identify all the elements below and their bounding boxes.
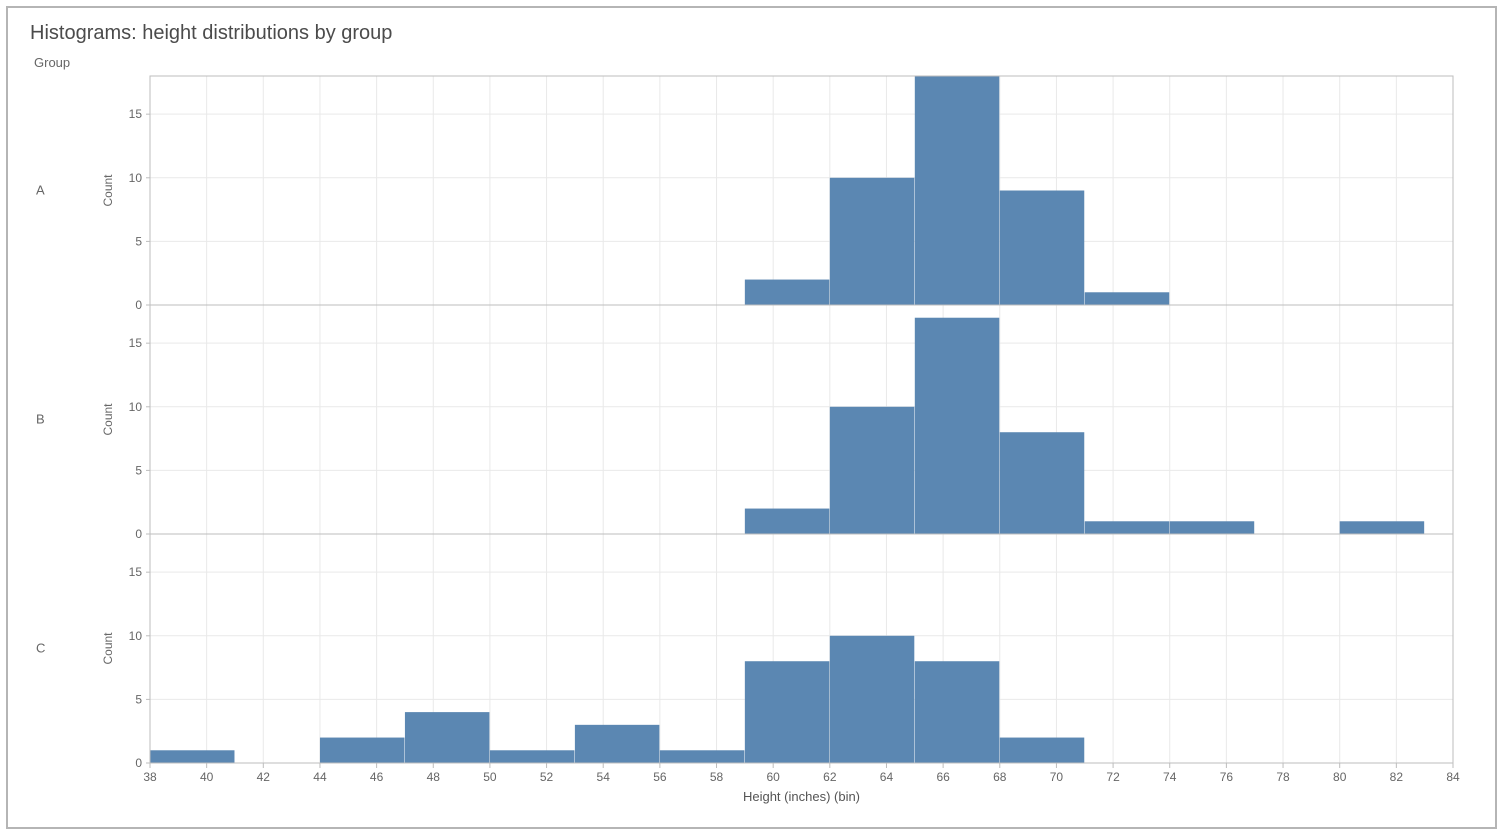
y-tick-label: 5 xyxy=(135,463,142,477)
histogram-bar xyxy=(915,76,999,305)
x-axis-label: Height (inches) (bin) xyxy=(743,789,860,804)
histogram-bar xyxy=(745,509,829,534)
x-tick-label: 76 xyxy=(1220,770,1234,784)
x-tick-label: 64 xyxy=(880,770,894,784)
histogram-bar xyxy=(745,280,829,305)
y-tick-label: 0 xyxy=(135,756,142,770)
group-row-label: B xyxy=(36,412,45,427)
y-axis-label: Count xyxy=(101,632,115,665)
y-tick-label: 5 xyxy=(135,692,142,706)
x-tick-label: 56 xyxy=(653,770,667,784)
y-tick-label: 0 xyxy=(135,298,142,312)
histogram-bar xyxy=(745,661,829,763)
y-axis-label: Count xyxy=(101,174,115,207)
y-tick-label: 15 xyxy=(129,336,143,350)
y-tick-label: 15 xyxy=(129,107,143,121)
x-tick-label: 50 xyxy=(483,770,497,784)
x-tick-label: 54 xyxy=(597,770,611,784)
x-tick-label: 74 xyxy=(1163,770,1177,784)
x-tick-label: 82 xyxy=(1390,770,1404,784)
y-tick-label: 0 xyxy=(135,527,142,541)
x-tick-label: 40 xyxy=(200,770,214,784)
histogram-bar xyxy=(320,738,404,763)
histogram-bar xyxy=(1000,191,1084,306)
y-axis-label: Count xyxy=(101,403,115,436)
x-tick-label: 80 xyxy=(1333,770,1347,784)
x-tick-label: 78 xyxy=(1276,770,1290,784)
x-tick-label: 72 xyxy=(1106,770,1120,784)
histogram-svg: 0 5 10 15 Count A 0 5 10 15 Count B 0 5 10 15 Count C 38 40… xyxy=(30,74,1473,811)
group-header: Group xyxy=(34,55,1473,70)
histogram-bar xyxy=(1000,738,1084,763)
x-tick-label: 84 xyxy=(1446,770,1460,784)
histogram-bar xyxy=(830,407,914,534)
histogram-bar xyxy=(150,750,234,763)
x-tick-label: 42 xyxy=(257,770,271,784)
y-tick-label: 15 xyxy=(129,565,143,579)
histogram-bar xyxy=(1085,292,1169,305)
chart-card: Histograms: height distributions by grou… xyxy=(6,6,1497,829)
x-tick-label: 46 xyxy=(370,770,384,784)
x-tick-label: 48 xyxy=(427,770,441,784)
x-tick-label: 38 xyxy=(143,770,157,784)
histogram-bar xyxy=(915,318,999,534)
histogram-bar xyxy=(575,725,659,763)
x-tick-label: 44 xyxy=(313,770,327,784)
x-tick-label: 62 xyxy=(823,770,837,784)
x-tick-label: 68 xyxy=(993,770,1007,784)
y-tick-label: 5 xyxy=(135,234,142,248)
y-tick-label: 10 xyxy=(129,629,143,643)
histogram-bar xyxy=(1000,432,1084,534)
x-tick-label: 60 xyxy=(766,770,780,784)
histogram-bar xyxy=(1170,521,1254,534)
group-row-label: C xyxy=(36,641,45,656)
histogram-bar xyxy=(490,750,574,763)
histogram-bar xyxy=(830,636,914,763)
histogram-bar xyxy=(1085,521,1169,534)
histogram-bar xyxy=(1340,521,1424,534)
y-tick-label: 10 xyxy=(129,171,143,185)
chart-title: Histograms: height distributions by grou… xyxy=(30,22,1473,45)
x-tick-label: 66 xyxy=(936,770,950,784)
x-tick-label: 58 xyxy=(710,770,724,784)
histogram-bar xyxy=(660,750,744,763)
x-tick-label: 70 xyxy=(1050,770,1064,784)
plot-area: 0 5 10 15 Count A 0 5 10 15 Count B 0 5 10 15 Count C 38 40… xyxy=(30,74,1473,811)
group-row-label: A xyxy=(36,183,45,198)
histogram-bar xyxy=(830,178,914,305)
histogram-bar xyxy=(915,661,999,763)
x-tick-label: 52 xyxy=(540,770,554,784)
histogram-bar xyxy=(405,712,489,763)
y-tick-label: 10 xyxy=(129,400,143,414)
